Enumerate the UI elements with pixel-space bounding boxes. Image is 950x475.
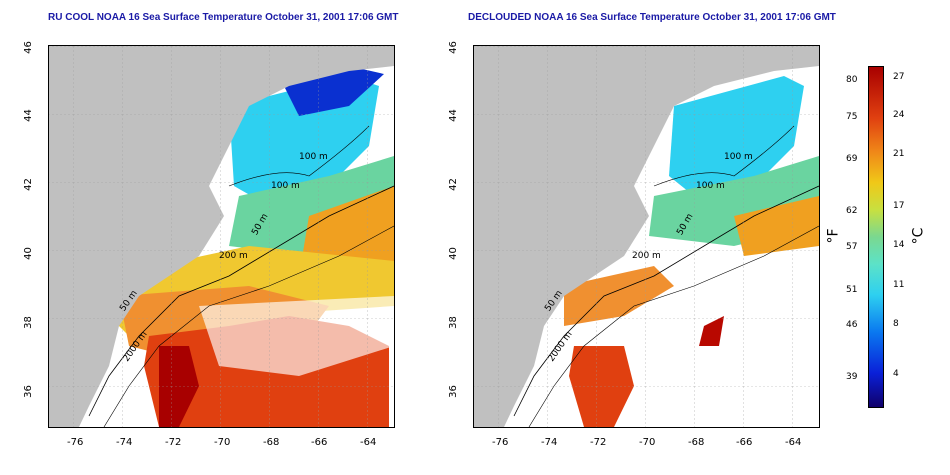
fahrenheit-unit-label: °F <box>825 228 842 244</box>
f-tick-80: 80 <box>846 75 858 85</box>
c-tick-8: 8 <box>893 319 899 329</box>
f-tick-46: 46 <box>846 320 858 330</box>
x-tick-right-68: -68 <box>688 437 705 448</box>
x-tick-right-64: -64 <box>785 437 802 448</box>
y-tick-right-38: 38 <box>447 316 459 329</box>
c-tick-27: 27 <box>893 72 905 82</box>
contour-label-100m-a: 100 m <box>299 152 328 162</box>
x-tick-right-76: -76 <box>492 437 509 448</box>
y-tick-right-36: 36 <box>447 385 459 398</box>
y-tick-right-42: 42 <box>447 178 459 191</box>
x-tick-left-72: -72 <box>165 437 182 448</box>
y-tick-left-44: 44 <box>22 109 34 122</box>
y-tick-left-38: 38 <box>22 316 34 329</box>
x-tick-right-74: -74 <box>541 437 558 448</box>
x-tick-left-74: -74 <box>116 437 133 448</box>
temperature-colorbar <box>868 66 884 408</box>
f-tick-62: 62 <box>846 206 858 216</box>
left-map-canvas: 100 m 100 m 50 m 200 m 2000 m 50 m <box>49 46 394 427</box>
right-sst-map: 100 m 100 m 50 m 200 m 2000 m 50 m <box>473 45 820 428</box>
contour-label-200m-right: 200 m <box>632 251 661 261</box>
c-tick-24: 24 <box>893 110 905 120</box>
c-tick-21: 21 <box>893 149 905 159</box>
contour-label-100m-b: 100 m <box>271 181 300 191</box>
f-tick-75: 75 <box>846 112 858 122</box>
x-tick-right-72: -72 <box>590 437 607 448</box>
c-tick-11: 11 <box>893 280 905 290</box>
grid-lines-left <box>49 46 394 427</box>
c-tick-14: 14 <box>893 240 905 250</box>
grid-lines-right <box>474 46 819 427</box>
x-tick-left-68: -68 <box>263 437 280 448</box>
f-tick-57: 57 <box>846 242 858 252</box>
x-tick-left-70: -70 <box>214 437 231 448</box>
f-tick-39: 39 <box>846 372 858 382</box>
f-tick-69: 69 <box>846 154 858 164</box>
contour-label-200m: 200 m <box>219 251 248 261</box>
celsius-unit-label: °C <box>910 227 927 245</box>
right-map-canvas: 100 m 100 m 50 m 200 m 2000 m 50 m <box>474 46 819 427</box>
y-tick-left-46: 46 <box>22 41 34 54</box>
y-tick-left-42: 42 <box>22 178 34 191</box>
contour-label-100m-a-right: 100 m <box>724 152 753 162</box>
right-map-title: DECLOUDED NOAA 16 Sea Surface Temperatur… <box>468 12 836 23</box>
y-tick-right-40: 40 <box>447 247 459 260</box>
x-tick-left-66: -66 <box>311 437 328 448</box>
y-tick-left-40: 40 <box>22 247 34 260</box>
f-tick-51: 51 <box>846 285 858 295</box>
x-tick-right-70: -70 <box>639 437 656 448</box>
left-sst-map: 100 m 100 m 50 m 200 m 2000 m 50 m <box>48 45 395 428</box>
y-tick-left-36: 36 <box>22 385 34 398</box>
y-tick-right-44: 44 <box>447 109 459 122</box>
x-tick-left-64: -64 <box>360 437 377 448</box>
left-map-title: RU COOL NOAA 16 Sea Surface Temperature … <box>48 12 399 23</box>
contour-label-100m-b-right: 100 m <box>696 181 725 191</box>
c-tick-4: 4 <box>893 369 899 379</box>
x-tick-right-66: -66 <box>736 437 753 448</box>
y-tick-right-46: 46 <box>447 41 459 54</box>
c-tick-17: 17 <box>893 201 905 211</box>
x-tick-left-76: -76 <box>67 437 84 448</box>
